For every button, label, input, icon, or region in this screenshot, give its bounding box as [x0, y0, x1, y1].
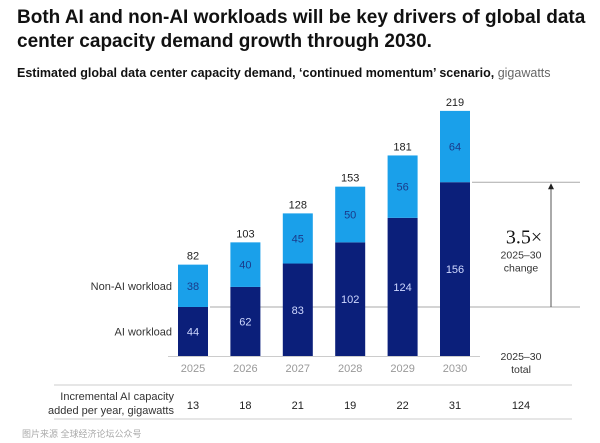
label-nonai-2025: 38 — [187, 281, 199, 293]
label-nonai-2026: 40 — [239, 260, 251, 272]
bar-ai-2030 — [440, 182, 470, 356]
label-total-2029: 181 — [393, 141, 411, 153]
table-value-2027: 21 — [292, 400, 304, 412]
table-value-2028: 19 — [344, 400, 356, 412]
subtitle-unit: gigawatts — [497, 66, 551, 80]
total-column-label-2: total — [511, 364, 531, 376]
chart-title: Both AI and non-AI workloads will be key… — [17, 7, 586, 52]
chart-subtitle: Estimated global data center capacity de… — [17, 66, 551, 80]
total-column-label-1: 2025–30 — [501, 351, 542, 363]
tick-label-2029: 2029 — [390, 363, 414, 375]
legend-non-ai: Non-AI workload — [91, 281, 172, 293]
table-value-2030: 31 — [449, 400, 461, 412]
tick-label-2025: 2025 — [181, 363, 205, 375]
bar-nonai-2026 — [230, 242, 261, 287]
label-ai-2025: 44 — [187, 326, 199, 338]
annotation-bg — [498, 222, 544, 279]
annotation-label-1: 2025–30 — [501, 250, 542, 262]
annotation-value: 3.5× — [506, 227, 542, 249]
tick-label-2028: 2028 — [338, 363, 362, 375]
table-row-label-2: added per year, gigawatts — [48, 405, 174, 417]
label-total-2028: 153 — [341, 173, 359, 185]
bar-ai-2029 — [387, 217, 418, 356]
annotation-label-2: change — [504, 263, 539, 275]
label-nonai-2028: 50 — [344, 210, 356, 222]
label-nonai-2027: 45 — [292, 233, 304, 245]
bar-ai-2026 — [230, 286, 261, 356]
subtitle-text: Estimated global data center capacity de… — [17, 66, 495, 80]
bar-nonai-2025 — [178, 264, 208, 307]
label-nonai-2029: 56 — [396, 182, 408, 194]
label-ai-2030: 156 — [446, 264, 464, 276]
label-ai-2026: 62 — [239, 316, 251, 328]
bar-ai-2028 — [335, 242, 366, 356]
label-nonai-2030: 64 — [449, 142, 461, 154]
bar-nonai-2028 — [335, 186, 366, 243]
table-value-2029: 22 — [396, 400, 408, 412]
tick-label-2030: 2030 — [443, 363, 467, 375]
table-value-2025: 13 — [187, 400, 199, 412]
watermark: 图片来源 全球经济论坛公众号 — [22, 429, 142, 439]
label-total-2025: 82 — [187, 251, 199, 263]
label-ai-2029: 124 — [393, 282, 411, 294]
bar-ai-2027 — [282, 263, 313, 356]
bar-nonai-2030 — [440, 110, 470, 183]
label-total-2026: 103 — [236, 228, 254, 240]
table-row-label-1: Incremental AI capacity — [60, 391, 174, 403]
tick-label-2027: 2027 — [286, 363, 310, 375]
label-total-2027: 128 — [289, 199, 307, 211]
bar-nonai-2029 — [387, 155, 418, 218]
bar-ai-2025 — [178, 306, 208, 356]
tick-label-2026: 2026 — [233, 363, 257, 375]
legend-ai: AI workload — [115, 326, 172, 338]
table-value-2026: 18 — [239, 400, 251, 412]
annotation-arrow-head — [548, 183, 554, 190]
label-ai-2028: 102 — [341, 294, 359, 306]
label-total-2030: 219 — [446, 97, 464, 109]
label-ai-2027: 83 — [292, 305, 304, 317]
bar-nonai-2027 — [282, 213, 313, 264]
table-total: 124 — [512, 400, 530, 412]
